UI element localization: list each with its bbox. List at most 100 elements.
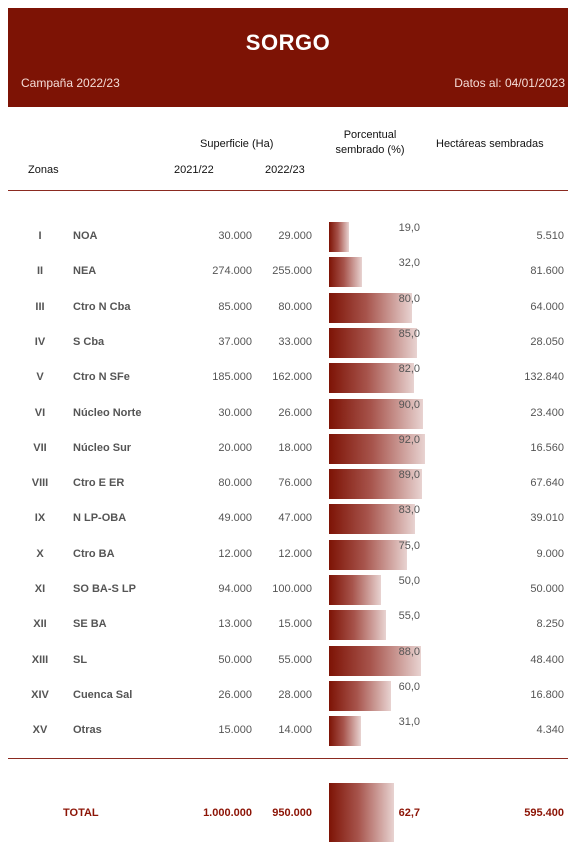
superficie-2022: 18.000 [278, 441, 312, 454]
zone-name: Ctro N SFe [73, 371, 130, 384]
table-row: XI SO BA-S LP 94.000 100.000 50,0 50.000 [0, 571, 576, 606]
hectareas-sembradas: 5.510 [536, 230, 564, 242]
zone-name: NOA [73, 230, 98, 242]
superficie-2021: 30.000 [218, 406, 252, 419]
percent-value: 92,0 [398, 433, 420, 446]
zone-number: XV [32, 724, 48, 737]
total-row: TOTAL 1.000.000 950.000 62,7 595.400 [0, 780, 576, 842]
superficie-2022: 33.000 [278, 335, 312, 348]
superficie-2021: 26.000 [218, 688, 252, 701]
hectareas-sembradas: 81.600 [530, 265, 564, 278]
hectareas-sembradas: 16.560 [530, 441, 564, 454]
percent-value: 50,0 [398, 575, 420, 587]
percent-bar [329, 575, 381, 605]
percent-bar [329, 327, 418, 358]
superficie-2021: 49.000 [218, 512, 252, 525]
table-row: XIII SL 50.000 55.000 88,0 48.400 [0, 642, 576, 677]
column-header-sembrado: sembrado (%) [335, 144, 405, 156]
column-header-porcentual: Porcentual [343, 129, 397, 141]
superficie-2021: 80.000 [218, 477, 252, 490]
superficie-2022: 12.000 [278, 547, 312, 560]
zone-number: XI [34, 583, 46, 595]
percent-value: 32,0 [398, 257, 420, 270]
superficie-2021: 13.000 [218, 618, 252, 631]
superficie-2022: 29.000 [278, 230, 312, 242]
table-row: VIII Ctro E ER 80.000 76.000 89,0 67.640 [0, 465, 576, 500]
zone-number: IV [34, 335, 46, 348]
superficie-2021: 15.000 [218, 724, 252, 737]
total-percent-value: 62,7 [398, 807, 420, 819]
superficie-2021: 274.000 [212, 265, 252, 278]
zone-name: Ctro E ER [73, 477, 125, 490]
table-row: V Ctro N SFe 185.000 162.000 82,0 132.840 [0, 359, 576, 394]
zone-name: Ctro BA [73, 547, 115, 560]
table-row: II NEA 274.000 255.000 32,0 81.600 [0, 253, 576, 288]
hectareas-sembradas: 9.000 [536, 547, 564, 560]
percent-bar [329, 257, 363, 288]
total-hectareas-sembradas: 595.400 [524, 807, 564, 819]
total-percent-bar [329, 783, 395, 842]
hectareas-sembradas: 8.250 [536, 618, 564, 631]
percent-bar [329, 398, 423, 429]
superficie-2022: 47.000 [278, 512, 312, 525]
table-row: XIV Cuenca Sal 26.000 28.000 60,0 16.800 [0, 677, 576, 712]
table-row: IX N LP-OBA 49.000 47.000 83,0 39.010 [0, 500, 576, 535]
zone-number: II [36, 265, 44, 278]
superficie-2022: 76.000 [278, 477, 312, 490]
percent-value: 60,0 [398, 680, 420, 693]
percent-value: 80,0 [398, 292, 420, 305]
column-header-2021: 2021/22 [174, 164, 214, 176]
total-divider [8, 758, 568, 759]
hectareas-sembradas: 39.010 [530, 512, 564, 525]
total-ha-2021: 1.000.000 [203, 807, 252, 819]
percent-value: 55,0 [398, 610, 420, 623]
percent-value: 89,0 [398, 469, 420, 482]
table-row: VII Núcleo Sur 20.000 18.000 92,0 16.560 [0, 430, 576, 465]
percent-value: 90,0 [398, 398, 420, 411]
percent-value: 83,0 [398, 504, 420, 517]
zone-name: Ctro N Cba [73, 300, 131, 313]
superficie-2022: 28.000 [278, 688, 312, 701]
percent-bar [329, 433, 425, 464]
superficie-2022: 100.000 [272, 583, 312, 595]
superficie-2021: 37.000 [218, 335, 252, 348]
hectareas-sembradas: 28.050 [530, 335, 564, 348]
table-row: IV S Cba 37.000 33.000 85,0 28.050 [0, 324, 576, 359]
column-header-zonas: Zonas [28, 164, 59, 176]
percent-bar [329, 610, 387, 641]
hectareas-sembradas: 50.000 [530, 583, 564, 595]
table-row: XII SE BA 13.000 15.000 55,0 8.250 [0, 606, 576, 641]
superficie-2022: 55.000 [278, 653, 312, 666]
percent-value: 19,0 [398, 222, 420, 234]
percent-value: 88,0 [398, 645, 420, 658]
zone-number: XII [33, 618, 47, 631]
total-ha-2022: 950.000 [272, 807, 312, 819]
hectareas-sembradas: 48.400 [530, 653, 564, 666]
percent-value: 82,0 [398, 363, 420, 376]
hectareas-sembradas: 23.400 [530, 406, 564, 419]
superficie-2021: 12.000 [218, 547, 252, 560]
zone-name: S Cba [73, 335, 105, 348]
percent-bar [329, 680, 392, 711]
hectareas-sembradas: 64.000 [530, 300, 564, 313]
zone-number: VI [34, 406, 46, 419]
superficie-2022: 14.000 [278, 724, 312, 737]
superficie-2021: 50.000 [218, 653, 252, 666]
superficie-2021: 185.000 [212, 371, 252, 384]
header-divider [8, 190, 568, 191]
hectareas-sembradas: 4.340 [536, 724, 564, 737]
zone-number: X [36, 547, 44, 560]
superficie-2021: 20.000 [218, 441, 252, 454]
zone-name: SO BA-S LP [73, 583, 136, 595]
percent-value: 85,0 [398, 327, 420, 340]
table-row: X Ctro BA 12.000 12.000 75,0 9.000 [0, 536, 576, 571]
zone-name: Otras [73, 724, 102, 737]
table-row: VI Núcleo Norte 30.000 26.000 90,0 23.400 [0, 395, 576, 430]
superficie-2022: 255.000 [272, 265, 312, 278]
zone-number: VII [33, 441, 47, 454]
campaign-label: Campaña 2022/23 [21, 76, 120, 90]
percent-bar [329, 504, 416, 535]
total-label: TOTAL [63, 807, 99, 819]
zone-number: IX [34, 512, 46, 525]
data-date-label: Datos al: 04/01/2023 [454, 76, 565, 90]
